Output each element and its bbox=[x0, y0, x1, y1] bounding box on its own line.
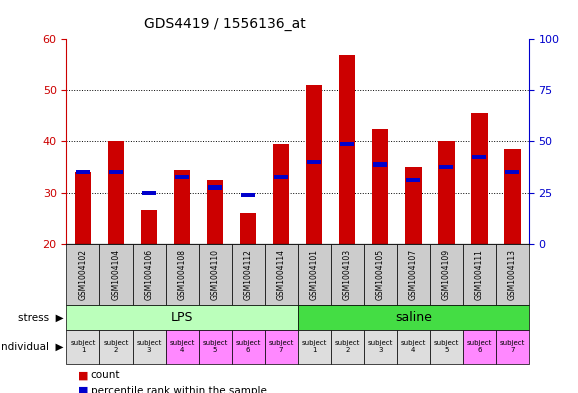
Text: GDS4419 / 1556136_at: GDS4419 / 1556136_at bbox=[144, 17, 306, 31]
FancyBboxPatch shape bbox=[397, 330, 430, 364]
Text: GSM1004114: GSM1004114 bbox=[277, 249, 286, 299]
FancyBboxPatch shape bbox=[265, 330, 298, 364]
Bar bbox=[504, 149, 521, 244]
FancyBboxPatch shape bbox=[463, 330, 496, 364]
Text: stress  ▶: stress ▶ bbox=[18, 312, 64, 322]
FancyBboxPatch shape bbox=[331, 330, 364, 364]
Text: subject
1: subject 1 bbox=[71, 340, 96, 353]
FancyBboxPatch shape bbox=[397, 244, 430, 305]
FancyBboxPatch shape bbox=[364, 244, 397, 305]
Text: subject
7: subject 7 bbox=[268, 340, 294, 353]
FancyBboxPatch shape bbox=[132, 244, 165, 305]
Text: subject
4: subject 4 bbox=[401, 340, 426, 353]
FancyBboxPatch shape bbox=[298, 305, 529, 330]
Text: GSM1004111: GSM1004111 bbox=[475, 249, 484, 299]
Text: GSM1004106: GSM1004106 bbox=[144, 248, 154, 300]
Text: subject
5: subject 5 bbox=[202, 340, 228, 353]
Text: subject
5: subject 5 bbox=[434, 340, 459, 353]
Text: subject
2: subject 2 bbox=[103, 340, 129, 353]
Bar bbox=[439, 165, 453, 169]
Text: saline: saline bbox=[395, 311, 432, 324]
Bar bbox=[505, 170, 520, 174]
Bar bbox=[141, 210, 157, 244]
Text: percentile rank within the sample: percentile rank within the sample bbox=[91, 386, 266, 393]
Bar bbox=[405, 167, 421, 244]
Bar bbox=[75, 172, 91, 244]
FancyBboxPatch shape bbox=[99, 330, 132, 364]
Bar bbox=[307, 160, 321, 164]
Text: individual  ▶: individual ▶ bbox=[0, 342, 64, 352]
Bar bbox=[240, 213, 257, 244]
FancyBboxPatch shape bbox=[496, 330, 529, 364]
Text: GSM1004112: GSM1004112 bbox=[244, 249, 253, 299]
Bar bbox=[339, 55, 355, 244]
FancyBboxPatch shape bbox=[496, 244, 529, 305]
Bar bbox=[373, 162, 387, 167]
Text: subject
3: subject 3 bbox=[368, 340, 393, 353]
Bar bbox=[108, 141, 124, 244]
Bar bbox=[406, 178, 420, 182]
Bar bbox=[174, 169, 190, 244]
FancyBboxPatch shape bbox=[132, 330, 165, 364]
Text: subject
4: subject 4 bbox=[169, 340, 195, 353]
FancyBboxPatch shape bbox=[364, 330, 397, 364]
Text: GSM1004105: GSM1004105 bbox=[376, 248, 385, 300]
FancyBboxPatch shape bbox=[199, 244, 232, 305]
Text: GSM1004113: GSM1004113 bbox=[508, 249, 517, 299]
FancyBboxPatch shape bbox=[199, 330, 232, 364]
Bar bbox=[208, 185, 222, 189]
FancyBboxPatch shape bbox=[66, 330, 99, 364]
FancyBboxPatch shape bbox=[66, 244, 99, 305]
Text: subject
6: subject 6 bbox=[466, 340, 492, 353]
Text: count: count bbox=[91, 370, 120, 380]
FancyBboxPatch shape bbox=[331, 244, 364, 305]
Text: ■: ■ bbox=[78, 386, 88, 393]
Bar bbox=[274, 175, 288, 179]
Bar bbox=[471, 113, 488, 244]
Text: GSM1004108: GSM1004108 bbox=[177, 249, 187, 299]
FancyBboxPatch shape bbox=[298, 330, 331, 364]
FancyBboxPatch shape bbox=[66, 305, 298, 330]
Text: LPS: LPS bbox=[171, 311, 193, 324]
Text: subject
7: subject 7 bbox=[499, 340, 525, 353]
FancyBboxPatch shape bbox=[265, 244, 298, 305]
Text: GSM1004109: GSM1004109 bbox=[442, 248, 451, 300]
Bar bbox=[340, 142, 354, 146]
FancyBboxPatch shape bbox=[232, 330, 265, 364]
Bar bbox=[438, 141, 454, 244]
Bar bbox=[142, 191, 156, 195]
Text: GSM1004102: GSM1004102 bbox=[79, 249, 87, 299]
Bar bbox=[372, 129, 388, 244]
Text: ■: ■ bbox=[78, 370, 88, 380]
Bar bbox=[109, 170, 123, 174]
FancyBboxPatch shape bbox=[298, 244, 331, 305]
Text: GSM1004101: GSM1004101 bbox=[310, 249, 318, 299]
Bar bbox=[273, 144, 290, 244]
Text: subject
6: subject 6 bbox=[235, 340, 261, 353]
Text: subject
2: subject 2 bbox=[335, 340, 360, 353]
Bar bbox=[175, 175, 189, 179]
FancyBboxPatch shape bbox=[165, 244, 199, 305]
FancyBboxPatch shape bbox=[165, 330, 199, 364]
Text: GSM1004104: GSM1004104 bbox=[112, 248, 120, 300]
Bar bbox=[76, 170, 90, 174]
Text: GSM1004103: GSM1004103 bbox=[343, 248, 351, 300]
Bar bbox=[207, 180, 223, 244]
Bar bbox=[306, 85, 323, 244]
FancyBboxPatch shape bbox=[463, 244, 496, 305]
Bar bbox=[472, 155, 486, 159]
Text: GSM1004110: GSM1004110 bbox=[210, 249, 220, 299]
FancyBboxPatch shape bbox=[430, 244, 463, 305]
Text: GSM1004107: GSM1004107 bbox=[409, 248, 418, 300]
FancyBboxPatch shape bbox=[232, 244, 265, 305]
Text: subject
3: subject 3 bbox=[136, 340, 162, 353]
FancyBboxPatch shape bbox=[430, 330, 463, 364]
Bar bbox=[241, 193, 255, 197]
Text: subject
1: subject 1 bbox=[302, 340, 327, 353]
FancyBboxPatch shape bbox=[99, 244, 132, 305]
